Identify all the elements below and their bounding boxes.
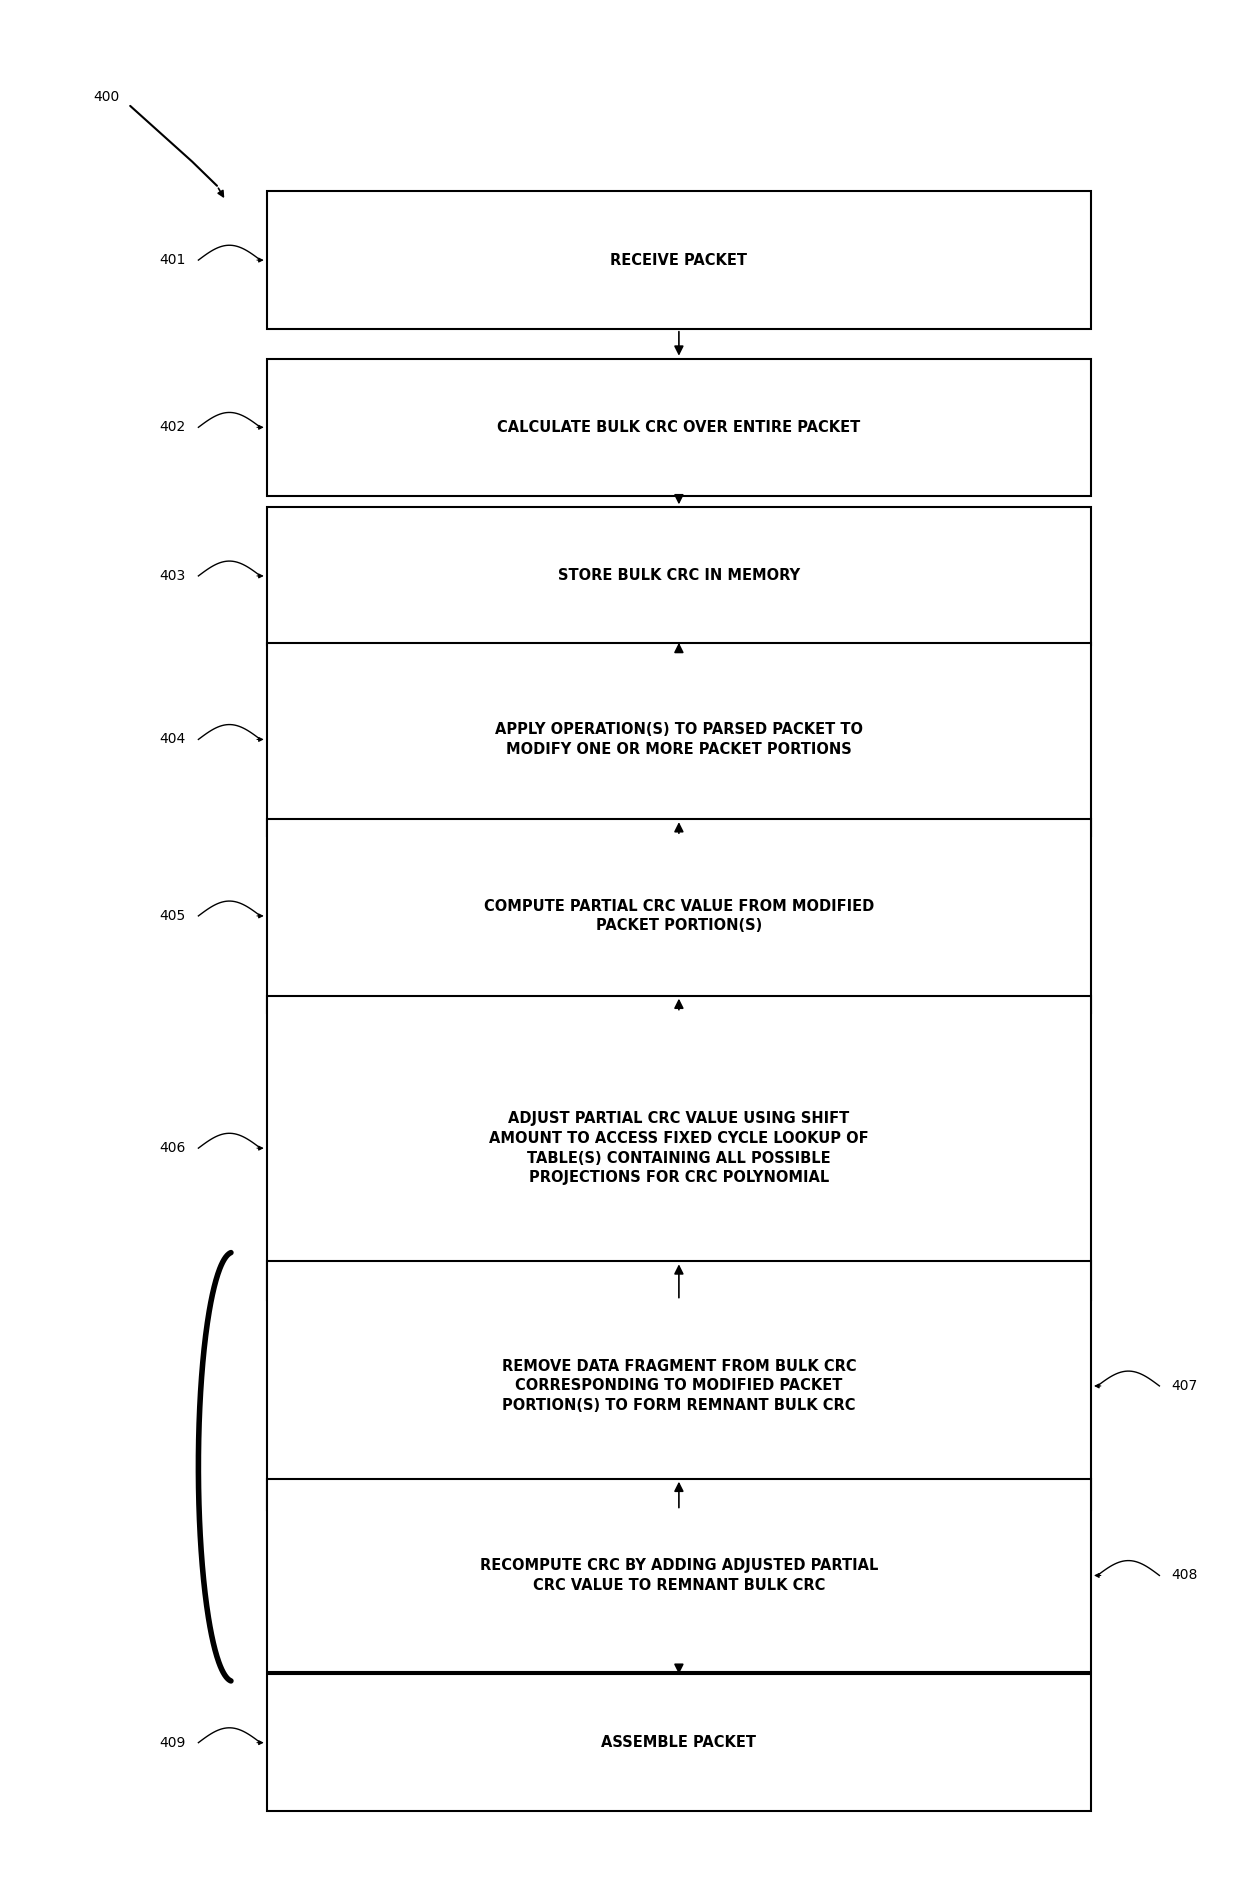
Text: RECEIVE PACKET: RECEIVE PACKET <box>610 252 748 267</box>
Text: 405: 405 <box>160 910 186 923</box>
Text: ASSEMBLE PACKET: ASSEMBLE PACKET <box>601 1736 756 1751</box>
Text: RECOMPUTE CRC BY ADDING ADJUSTED PARTIAL
CRC VALUE TO REMNANT BULK CRC: RECOMPUTE CRC BY ADDING ADJUSTED PARTIAL… <box>480 1558 878 1594</box>
Text: REMOVE DATA FRAGMENT FROM BULK CRC
CORRESPONDING TO MODIFIED PACKET
PORTION(S) T: REMOVE DATA FRAGMENT FROM BULK CRC CORRE… <box>502 1359 856 1414</box>
Bar <box>267 642 1091 836</box>
Bar <box>267 1673 1091 1812</box>
Bar <box>267 995 1091 1300</box>
Bar <box>267 191 1091 330</box>
Text: 407: 407 <box>1172 1380 1198 1393</box>
Text: 401: 401 <box>160 254 186 267</box>
Bar <box>267 1262 1091 1510</box>
Text: 408: 408 <box>1172 1569 1198 1582</box>
Text: 403: 403 <box>160 568 186 584</box>
Text: ADJUST PARTIAL CRC VALUE USING SHIFT
AMOUNT TO ACCESS FIXED CYCLE LOOKUP OF
TABL: ADJUST PARTIAL CRC VALUE USING SHIFT AMO… <box>489 1110 869 1186</box>
Bar <box>267 1478 1091 1671</box>
Text: 400: 400 <box>93 89 119 104</box>
Text: 406: 406 <box>160 1141 186 1156</box>
Text: CALCULATE BULK CRC OVER ENTIRE PACKET: CALCULATE BULK CRC OVER ENTIRE PACKET <box>497 421 861 434</box>
Text: APPLY OPERATION(S) TO PARSED PACKET TO
MODIFY ONE OR MORE PACKET PORTIONS: APPLY OPERATION(S) TO PARSED PACKET TO M… <box>495 722 863 756</box>
Text: STORE BULK CRC IN MEMORY: STORE BULK CRC IN MEMORY <box>558 568 800 584</box>
Bar <box>267 358 1091 496</box>
Text: 404: 404 <box>160 733 186 747</box>
Text: 409: 409 <box>160 1736 186 1749</box>
Text: COMPUTE PARTIAL CRC VALUE FROM MODIFIED
PACKET PORTION(S): COMPUTE PARTIAL CRC VALUE FROM MODIFIED … <box>484 898 874 934</box>
Bar <box>267 819 1091 1012</box>
Text: 402: 402 <box>160 421 186 434</box>
Bar <box>267 508 1091 644</box>
